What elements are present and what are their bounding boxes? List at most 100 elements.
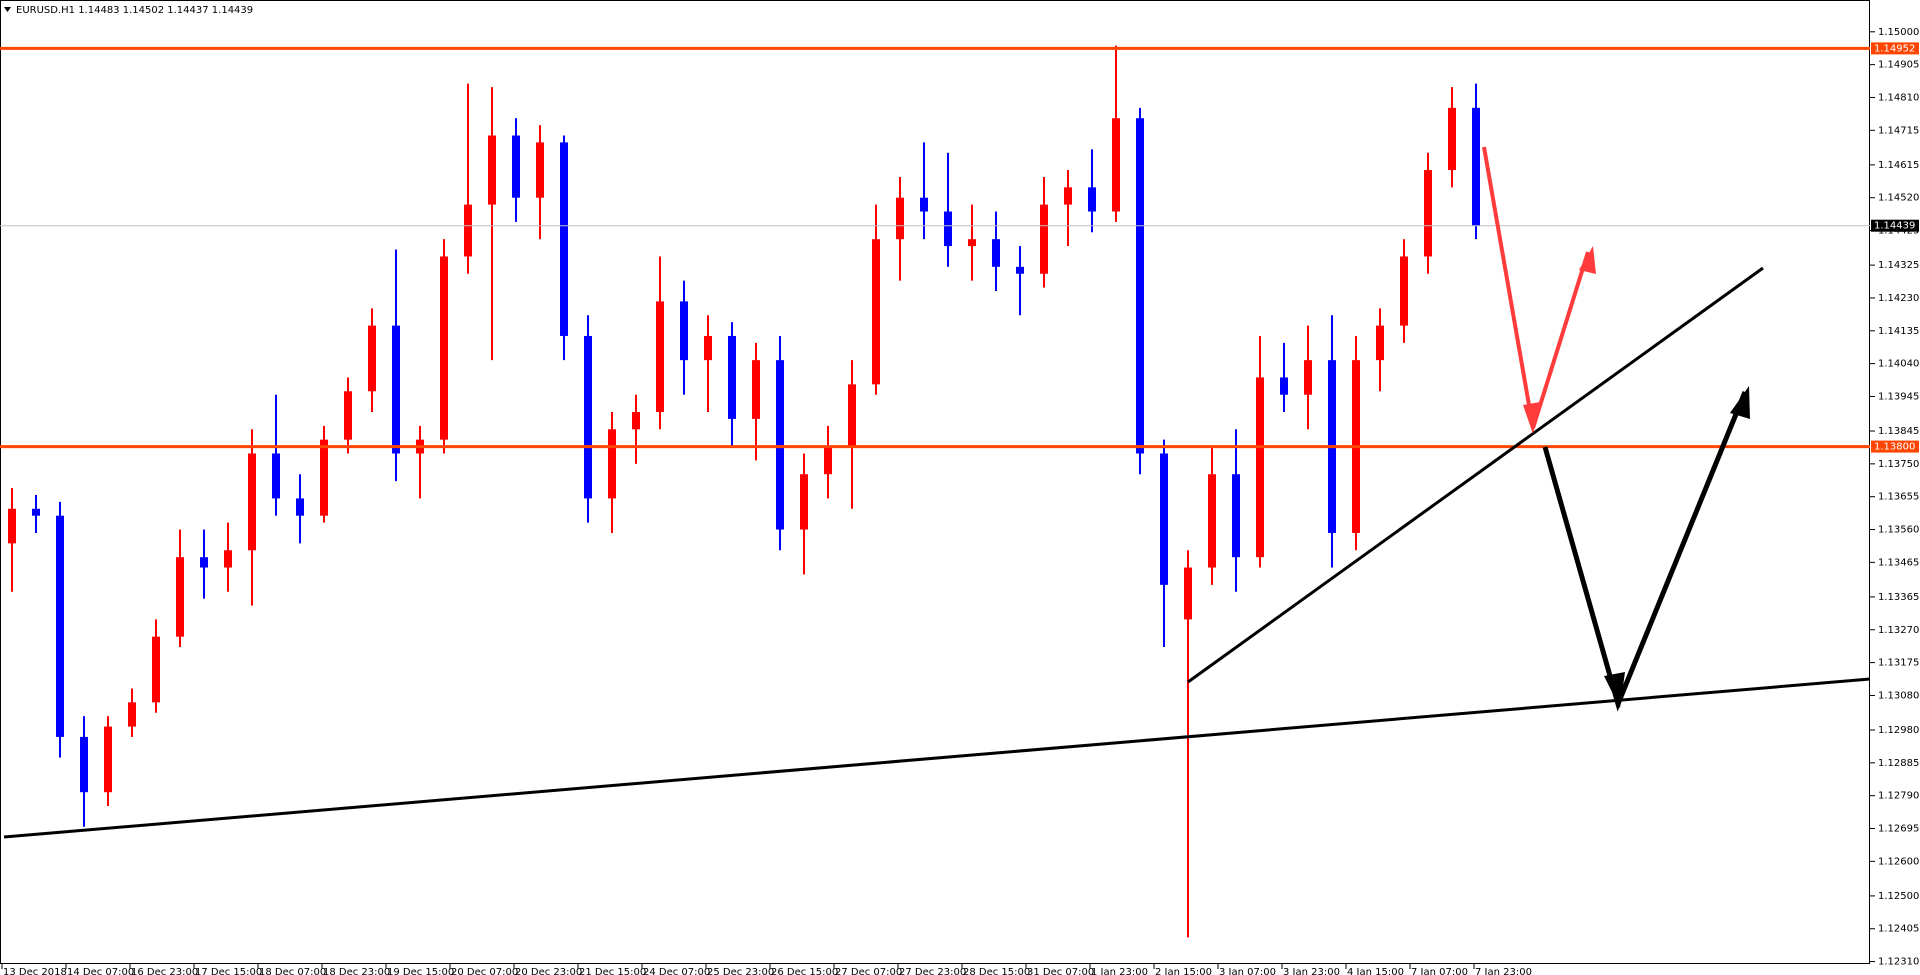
plot-frame (0, 0, 1870, 964)
x-tick-label: 24 Dec 07:00 (643, 967, 710, 975)
candle-body (392, 325, 400, 454)
y-tick-label: 1.12790 (1878, 791, 1919, 802)
candle-body (1016, 266, 1024, 274)
candle-body (800, 474, 808, 530)
y-tick-label: 1.13750 (1878, 459, 1919, 470)
y-tick-label: 1.14520 (1878, 193, 1919, 204)
candle-body (560, 142, 568, 336)
candle-body (224, 550, 232, 568)
y-tick-label: 1.13655 (1878, 492, 1919, 503)
x-tick-label: 3 Jan 23:00 (1283, 967, 1340, 975)
candle-body (1304, 360, 1312, 395)
candle-body (32, 508, 40, 516)
candle-body (992, 239, 1000, 267)
candle-body (896, 197, 904, 240)
x-tick-label: 26 Dec 15:00 (771, 967, 838, 975)
candle-body (512, 135, 520, 198)
y-tick-label: 1.13080 (1878, 690, 1919, 701)
candle-body (1424, 170, 1432, 257)
x-tick-label: 13 Dec 2018 (3, 967, 67, 975)
chart-content: 1.15000 1.14905 1.14810 1.14715 1.14615 1.145… (0, 27, 1919, 975)
current-price-box (1871, 219, 1919, 232)
candle-body (968, 239, 976, 247)
candle-body (56, 515, 64, 737)
x-tick-label: 14 Dec 07:00 (67, 967, 134, 975)
candle-body (1088, 187, 1096, 212)
candle-body (344, 391, 352, 440)
arrow-head (1730, 386, 1750, 419)
candle-body (848, 384, 856, 447)
y-tick-label: 1.13270 (1878, 625, 1919, 636)
candle-body (632, 412, 640, 430)
y-tick-label: 1.14905 (1878, 60, 1919, 71)
candle-body (1400, 256, 1408, 326)
menu-icon[interactable] (4, 7, 11, 12)
x-tick-label: 18 Dec 23:00 (323, 967, 390, 975)
y-tick-label: 1.13175 (1878, 658, 1919, 669)
y-tick-label: 1.14810 (1878, 92, 1919, 103)
current-price-label: 1.14439 (1874, 221, 1915, 232)
trend-line (1187, 266, 1764, 684)
candle-body (272, 453, 280, 499)
candle-body (248, 453, 256, 551)
candle-body (488, 135, 496, 205)
chart-title: EURUSD.H1 1.14483 1.14502 1.14437 1.1443… (16, 5, 253, 16)
candle-body (1208, 474, 1216, 568)
candle-body (656, 301, 664, 413)
x-tick-label: 18 Dec 07:00 (259, 967, 326, 975)
y-tick-label: 1.15000 (1878, 27, 1919, 38)
y-tick-label: 1.12980 (1878, 725, 1919, 736)
x-tick-label: 16 Dec 23:00 (131, 967, 198, 975)
x-tick-label: 20 Dec 23:00 (515, 967, 582, 975)
candle-body (776, 360, 784, 530)
candle-body (176, 557, 184, 637)
candle-body (608, 429, 616, 499)
x-tick-label: 27 Dec 23:00 (899, 967, 966, 975)
candle-body (1376, 325, 1384, 361)
x-tick-label: 31 Dec 07:00 (1027, 967, 1094, 975)
y-tick-label: 1.14325 (1878, 260, 1919, 271)
candle-body (752, 360, 760, 419)
candle-body (728, 335, 736, 419)
candle-body (1256, 377, 1264, 558)
arrow-head (1523, 402, 1540, 434)
candle-body (440, 256, 448, 440)
x-tick-label: 7 Jan 07:00 (1411, 967, 1468, 975)
candle-body (1472, 107, 1480, 226)
x-tick-label: 3 Jan 07:00 (1219, 967, 1276, 975)
candle-body (200, 557, 208, 568)
candle-body (584, 335, 592, 499)
candle-body (8, 508, 16, 544)
y-tick-label: 1.13365 (1878, 592, 1919, 603)
y-tick-label: 1.12500 (1878, 891, 1919, 902)
level-label-box (1871, 440, 1919, 453)
x-tick-label: 1 Jan 23:00 (1091, 967, 1148, 975)
y-tick-label: 1.14615 (1878, 160, 1919, 171)
candle-body (920, 197, 928, 212)
x-tick-label: 28 Dec 15:00 (963, 967, 1030, 975)
candle-body (320, 439, 328, 516)
y-tick-label: 1.14135 (1878, 326, 1919, 337)
y-tick-label: 1.13845 (1878, 426, 1919, 437)
x-tick-label: 2 Jan 15:00 (1155, 967, 1212, 975)
y-tick-label: 1.12695 (1878, 824, 1919, 835)
level-label-box (1871, 42, 1919, 55)
candle-body (704, 335, 712, 361)
candle-body (680, 301, 688, 361)
candle-body (1112, 118, 1120, 212)
y-tick-label: 1.12885 (1878, 758, 1919, 769)
candle-body (1136, 118, 1144, 454)
y-tick-label: 1.13560 (1878, 525, 1919, 536)
x-tick-label: 19 Dec 15:00 (387, 967, 454, 975)
candle-body (368, 325, 376, 392)
y-tick-label: 1.14040 (1878, 359, 1919, 370)
y-tick-label: 1.14230 (1878, 293, 1919, 304)
y-tick-label: 1.12405 (1878, 924, 1919, 935)
candle-body (1184, 567, 1192, 620)
candle-body (1280, 377, 1288, 395)
x-tick-label: 4 Jan 15:00 (1347, 967, 1404, 975)
level-label: 1.14952 (1874, 43, 1915, 54)
x-tick-label: 21 Dec 15:00 (579, 967, 646, 975)
